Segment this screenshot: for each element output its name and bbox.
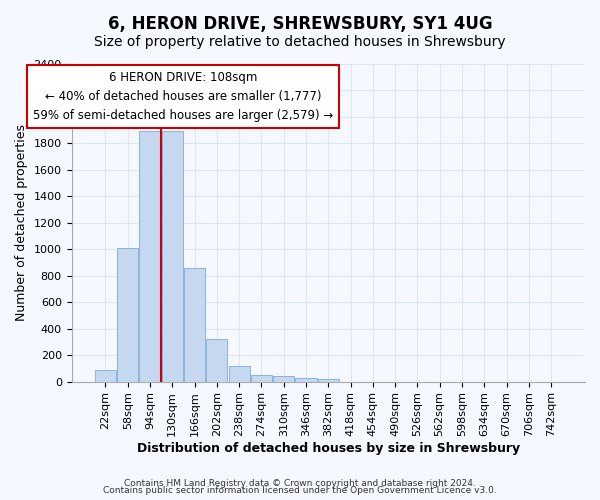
Bar: [229, 366, 250, 382]
Text: 6 HERON DRIVE: 108sqm
← 40% of detached houses are smaller (1,777)
59% of semi-d: 6 HERON DRIVE: 108sqm ← 40% of detached …: [34, 70, 334, 122]
Text: Size of property relative to detached houses in Shrewsbury: Size of property relative to detached ho…: [94, 35, 506, 49]
Y-axis label: Number of detached properties: Number of detached properties: [15, 124, 28, 322]
Bar: [139, 131, 161, 382]
Text: Contains HM Land Registry data © Crown copyright and database right 2024.: Contains HM Land Registry data © Crown c…: [124, 478, 476, 488]
Bar: [317, 379, 339, 382]
Bar: [184, 268, 205, 382]
Bar: [295, 378, 317, 382]
Bar: [206, 340, 227, 382]
Bar: [95, 370, 116, 382]
Text: Contains public sector information licensed under the Open Government Licence v3: Contains public sector information licen…: [103, 486, 497, 495]
Text: 6, HERON DRIVE, SHREWSBURY, SY1 4UG: 6, HERON DRIVE, SHREWSBURY, SY1 4UG: [107, 15, 493, 33]
Bar: [162, 131, 183, 382]
Bar: [273, 376, 294, 382]
Bar: [251, 375, 272, 382]
Bar: [117, 248, 139, 382]
X-axis label: Distribution of detached houses by size in Shrewsbury: Distribution of detached houses by size …: [137, 442, 520, 455]
